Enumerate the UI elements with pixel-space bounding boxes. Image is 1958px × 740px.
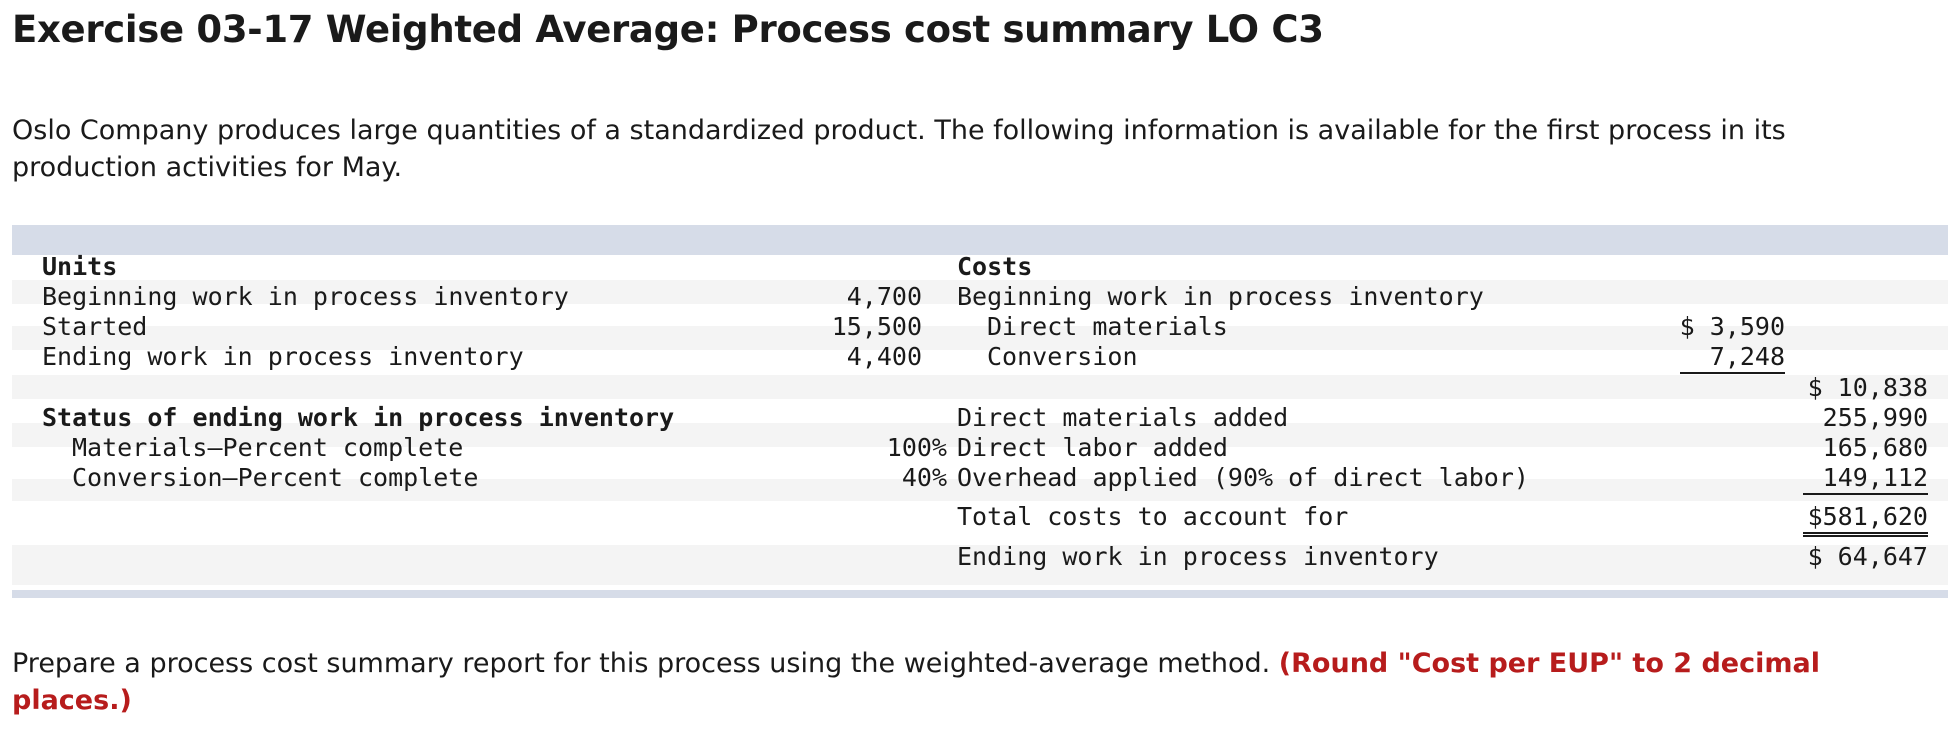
costs-label-labor-added: Direct labor added <box>957 433 1228 462</box>
row-shade <box>12 326 1948 350</box>
status-label-materials: Materials—Percent complete <box>72 433 464 462</box>
row-shade <box>12 545 1948 585</box>
status-value-conversion: 40% <box>901 463 947 492</box>
units-value-ending-wip: 4,400 <box>846 342 922 371</box>
costs-label-materials-added: Direct materials added <box>957 403 1289 432</box>
status-value-materials: 100% <box>886 433 947 462</box>
row-shade <box>12 479 1948 501</box>
costs-value-direct-materials: $ 3,590 <box>1679 312 1785 341</box>
costs-value-beginning-total: $ 10,838 <box>1807 373 1928 402</box>
costs-label-direct-materials: Direct materials <box>987 312 1228 341</box>
units-label-beginning-wip: Beginning work in process inventory <box>42 282 569 311</box>
row-shade <box>12 280 1948 304</box>
rounding-note: (Round "Cost per EUP" to 2 decimal place… <box>12 648 1820 716</box>
costs-value-overhead-applied: 149,112 <box>1803 463 1928 495</box>
costs-label-conversion: Conversion <box>987 342 1138 371</box>
instruction-paragraph: Prepare a process cost summary report fo… <box>12 645 1912 719</box>
units-heading: Units <box>42 252 118 281</box>
costs-value-ending-wip: $ 64,647 <box>1807 542 1928 571</box>
table-bottom-band <box>12 590 1948 598</box>
status-label-conversion: Conversion—Percent complete <box>72 463 479 492</box>
costs-label-total: Total costs to account for <box>957 502 1349 531</box>
table-top-band <box>12 225 1948 255</box>
costs-value-labor-added: 165,680 <box>1822 433 1928 462</box>
costs-label-ending-wip: Ending work in process inventory <box>957 542 1439 571</box>
units-label-ending-wip: Ending work in process inventory <box>42 342 524 371</box>
costs-value-materials-added: 255,990 <box>1822 403 1928 432</box>
row-shade <box>12 423 1948 447</box>
units-value-beginning-wip: 4,700 <box>846 282 922 311</box>
intro-paragraph: Oslo Company produces large quantities o… <box>12 115 1786 183</box>
costs-heading: Costs <box>957 252 1033 281</box>
units-label-started: Started <box>42 312 148 341</box>
instruction-text: Prepare a process cost summary report fo… <box>12 648 1271 679</box>
exercise-title: Exercise 03-17 Weighted Average: Process… <box>12 8 1324 51</box>
costs-label-overhead-applied: Overhead applied (90% of direct labor) <box>957 463 1529 492</box>
costs-value-total: $581,620 <box>1803 502 1928 537</box>
status-heading: Status of ending work in process invento… <box>42 403 675 432</box>
units-value-started: 15,500 <box>831 312 922 341</box>
costs-value-conversion: 7,248 <box>1680 342 1785 374</box>
row-shade <box>12 375 1948 399</box>
production-data-table: Units Beginning work in process inventor… <box>12 225 1948 598</box>
costs-label-beginning-wip: Beginning work in process inventory <box>957 282 1484 311</box>
